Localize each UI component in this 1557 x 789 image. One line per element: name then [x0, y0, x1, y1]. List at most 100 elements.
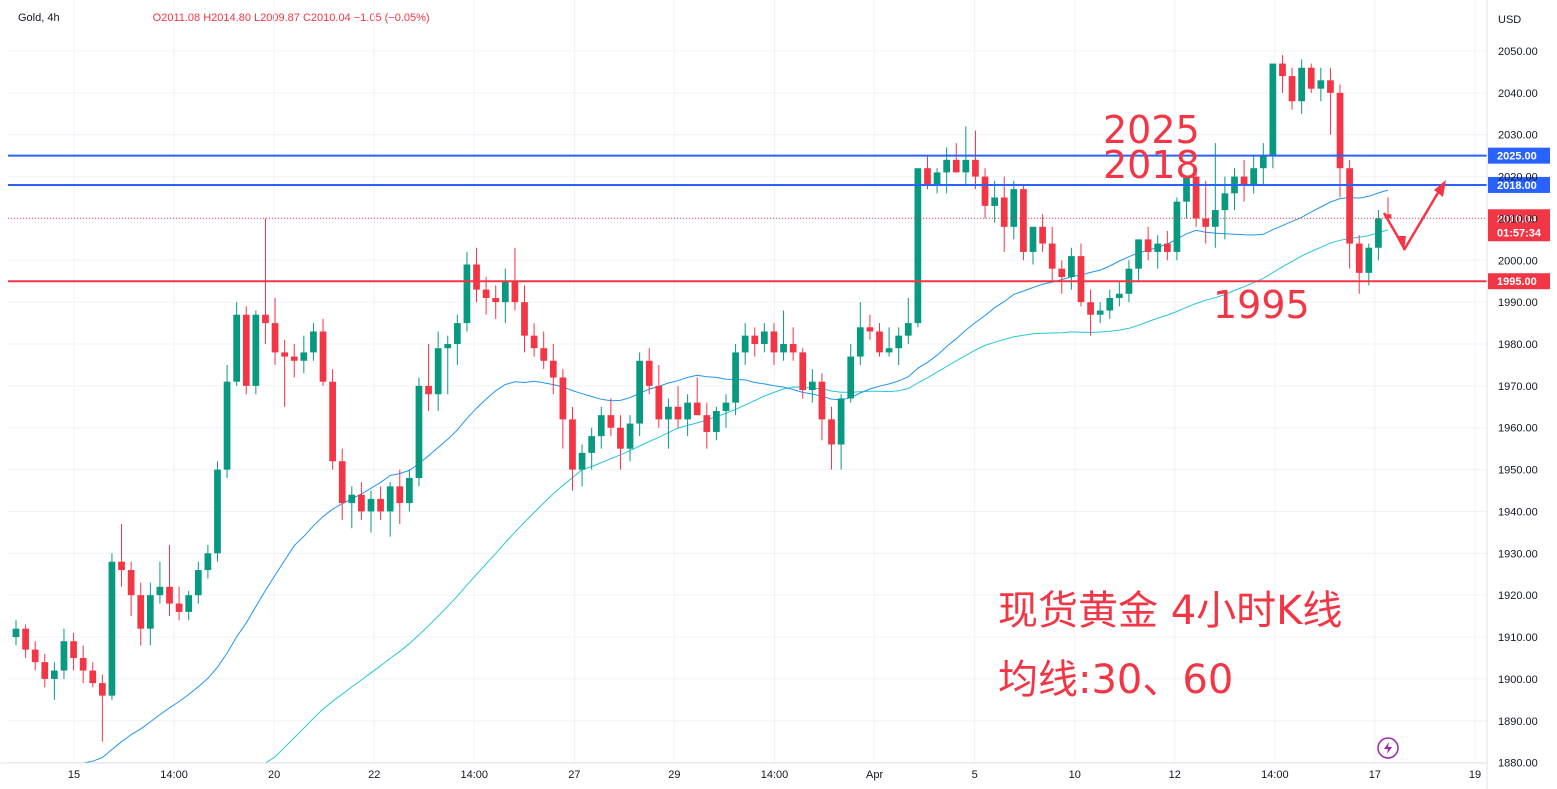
candle	[300, 335, 308, 374]
candle	[549, 344, 557, 395]
price-tick-label: 1960.00	[1498, 423, 1538, 435]
candle	[1163, 231, 1171, 261]
lightning-icon[interactable]	[1377, 737, 1399, 759]
candle-body	[818, 381, 826, 420]
symbol-label: Gold, 4h	[18, 12, 60, 24]
candle	[41, 653, 49, 688]
candle-body	[559, 377, 567, 420]
candle	[866, 314, 874, 340]
candle	[434, 331, 442, 411]
candle-body	[1336, 92, 1344, 169]
time-tick-label: 15	[68, 769, 80, 781]
candle	[1307, 63, 1315, 93]
candle	[1068, 247, 1075, 290]
candle	[655, 364, 663, 428]
candle-body	[1010, 189, 1018, 227]
candle-body	[1173, 201, 1181, 252]
horizontal-levels[interactable]: 2025.00 2018.00 1995.00 2010.04 01:57:34	[8, 147, 1550, 290]
time-tick-label: 29	[668, 769, 680, 781]
candle-body	[674, 406, 682, 420]
time-tick-label: 14:00	[1261, 769, 1289, 781]
candle	[281, 339, 289, 407]
candle	[1000, 176, 1008, 252]
candle	[1298, 59, 1306, 114]
candle	[463, 251, 471, 332]
candle	[98, 674, 106, 742]
candle	[338, 448, 346, 520]
candle	[386, 482, 394, 537]
candle	[12, 620, 20, 646]
candle	[1269, 63, 1277, 169]
candle	[214, 461, 221, 562]
candle	[837, 394, 845, 470]
time-tick-label: 14:00	[160, 769, 188, 781]
candle	[1135, 239, 1142, 282]
candle	[1240, 159, 1248, 202]
candle-body	[914, 168, 922, 324]
price-tick-label: 2030.00	[1498, 130, 1538, 142]
up-arrow-head	[1434, 180, 1446, 197]
candle-body	[847, 356, 855, 399]
candle	[1029, 226, 1037, 265]
candle-body	[866, 327, 874, 332]
candle	[108, 553, 116, 700]
candle-body	[12, 628, 20, 638]
candle	[914, 168, 922, 328]
ohlc-close: C2010.04	[302, 12, 351, 24]
candle-body	[1221, 193, 1229, 211]
candle	[981, 168, 989, 219]
price-tick-label: 1970.00	[1498, 381, 1538, 393]
candle-body	[453, 323, 461, 345]
candle	[358, 482, 365, 520]
time-tick-label: 14:00	[461, 769, 489, 781]
ohlc-open: O2011.08	[152, 12, 201, 24]
candle-body	[770, 331, 778, 353]
candle	[895, 327, 903, 365]
candle-body	[194, 570, 202, 596]
candle	[444, 335, 452, 395]
candle	[521, 285, 528, 353]
candle-body	[789, 344, 797, 353]
candle-body	[1327, 80, 1334, 93]
candle	[501, 268, 509, 324]
candle-body	[89, 670, 97, 684]
candle	[856, 302, 864, 365]
candle	[722, 394, 730, 428]
candle-body	[1106, 297, 1114, 311]
candle-body	[1039, 226, 1046, 244]
candle	[89, 662, 97, 688]
candle	[310, 323, 317, 361]
candle-body	[204, 553, 212, 571]
candle-body	[655, 385, 663, 420]
candle-body	[396, 486, 404, 504]
candle	[569, 406, 576, 491]
candle-body	[406, 477, 413, 504]
candle-body	[146, 595, 154, 629]
candle	[559, 369, 567, 449]
candle	[933, 168, 941, 194]
candle	[22, 624, 29, 658]
candle-body	[41, 662, 49, 679]
candle	[1211, 143, 1219, 248]
candle	[60, 628, 68, 679]
candle-body	[1288, 76, 1296, 102]
candle-body	[166, 586, 173, 604]
price-tick-label: 1910.00	[1498, 632, 1538, 644]
candle-body	[1317, 80, 1325, 89]
candle-body	[761, 331, 768, 345]
candle	[876, 323, 883, 357]
level-price-label: 2018.00	[1497, 180, 1537, 192]
candle-body	[1240, 176, 1248, 185]
annotation-2025: 2025	[1103, 108, 1200, 152]
candle	[665, 398, 672, 449]
candle-body	[79, 657, 87, 671]
candle	[1355, 235, 1363, 294]
level-price-label: 1995.00	[1497, 276, 1537, 288]
candle-body	[943, 159, 951, 173]
candle	[492, 285, 500, 319]
candle-body	[98, 683, 106, 696]
candle	[1221, 176, 1229, 240]
price-tick-label: 1990.00	[1498, 297, 1538, 309]
time-tick-label: 22	[368, 769, 380, 781]
